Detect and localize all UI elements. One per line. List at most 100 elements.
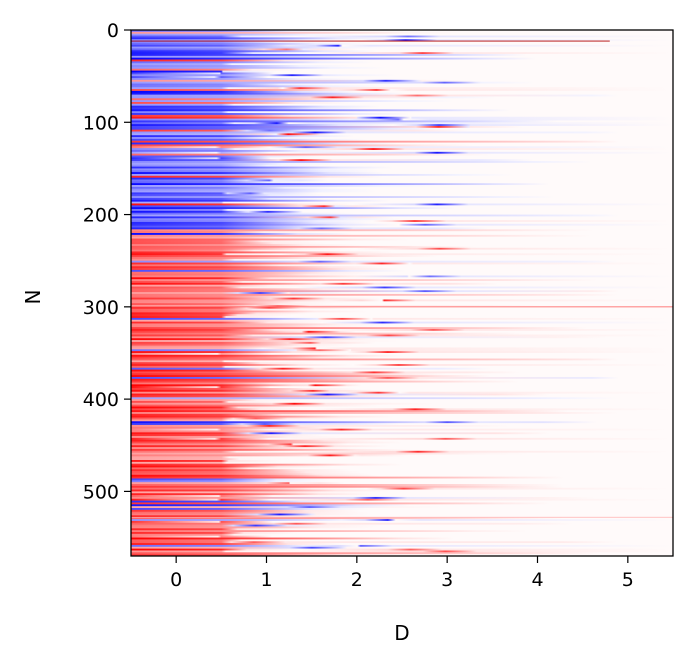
heatmap-row — [131, 450, 673, 454]
heatmap-row — [131, 135, 673, 138]
heatmap-row — [131, 68, 673, 72]
x-tick-label: 0 — [170, 569, 182, 591]
heatmap-row — [131, 439, 673, 442]
heatmap-row — [131, 358, 673, 361]
heatmap-row — [131, 364, 673, 367]
heatmap-row — [131, 345, 673, 348]
heatmap-row — [131, 419, 673, 422]
heatmap-row — [131, 253, 673, 256]
heatmap-row — [131, 513, 673, 516]
heatmap-row — [131, 144, 673, 147]
heatmap-row — [131, 103, 673, 107]
heatmap-row — [131, 92, 673, 95]
heatmap-row — [131, 245, 673, 249]
heatmap-row — [131, 44, 673, 48]
heatmap-row — [131, 125, 673, 129]
heatmap-row — [131, 517, 673, 520]
heatmap-row — [131, 247, 673, 251]
heatmap-row — [131, 305, 673, 308]
heatmap-row — [131, 509, 673, 513]
heatmap-row — [131, 310, 673, 313]
heatmap-row — [131, 550, 673, 553]
x-tick-label: 5 — [622, 569, 634, 591]
heatmap-row — [131, 33, 673, 36]
heatmap-row — [131, 257, 673, 260]
heatmap-row — [131, 149, 673, 153]
x-tick-label: 4 — [531, 569, 543, 591]
heatmap-row — [131, 393, 673, 396]
heatmap-row — [131, 186, 673, 190]
heatmap-row — [131, 179, 673, 182]
heatmap-row — [131, 413, 673, 417]
heatmap-row — [131, 185, 673, 188]
heatmap-row — [131, 288, 673, 291]
heatmap-row — [131, 157, 673, 160]
heatmap-row — [131, 472, 673, 476]
heatmap-row — [131, 441, 673, 444]
heatmap-row — [131, 188, 673, 191]
heatmap-row — [131, 273, 673, 276]
heatmap-row — [131, 378, 673, 382]
heatmap-row — [131, 323, 673, 326]
heatmap-row — [131, 279, 673, 282]
heatmap-row — [131, 266, 673, 269]
heatmap-row — [131, 96, 673, 99]
heatmap-row — [131, 341, 673, 345]
heatmap-row — [131, 233, 673, 236]
x-tick-label: 2 — [351, 569, 363, 591]
heatmap-row — [131, 114, 673, 118]
heatmap-row — [131, 164, 673, 167]
heatmap-row — [131, 61, 673, 64]
heatmap-row — [131, 221, 673, 225]
heatmap-row — [131, 478, 673, 481]
heatmap-row — [131, 255, 673, 258]
heatmap-row — [131, 426, 673, 430]
heatmap-row — [131, 238, 673, 241]
heatmap-row — [131, 306, 673, 310]
heatmap-row — [131, 445, 673, 448]
heatmap-row — [131, 293, 673, 297]
heatmap-row — [131, 367, 673, 370]
heatmap-row — [131, 116, 673, 119]
heatmap-row — [131, 456, 673, 459]
heatmap-row — [131, 50, 673, 53]
heatmap-row — [131, 39, 673, 42]
heatmap-row — [131, 423, 673, 426]
heatmap-row — [131, 301, 673, 304]
heatmap-row — [131, 161, 673, 164]
heatmap-row — [131, 234, 673, 238]
heatmap-row — [131, 220, 673, 223]
heatmap-row — [131, 52, 673, 55]
heatmap-row — [131, 519, 673, 522]
heatmap-row — [131, 508, 673, 511]
heatmap-row — [131, 511, 673, 514]
heatmap-row — [131, 515, 673, 518]
heatmap-row — [131, 491, 673, 494]
y-tick-label: 100 — [83, 112, 119, 134]
heatmap-row — [131, 229, 673, 232]
heatmap-row — [131, 397, 673, 400]
heatmap-row — [131, 454, 673, 457]
heatmap-row — [131, 192, 673, 195]
heatmap-row — [131, 343, 673, 346]
heatmap-row — [131, 496, 673, 500]
heatmap-row — [131, 297, 673, 300]
heatmap-row — [131, 173, 673, 177]
heatmap-row — [131, 212, 673, 215]
heatmap-row — [131, 251, 673, 254]
heatmap-row — [131, 548, 673, 551]
heatmap-row — [131, 495, 673, 498]
heatmap-row — [131, 395, 673, 398]
heatmap-row — [131, 410, 673, 413]
heatmap-row — [131, 90, 673, 94]
heatmap-row — [131, 57, 673, 60]
heatmap-row — [131, 467, 673, 470]
heatmap-row — [131, 170, 673, 173]
heatmap-row — [131, 35, 673, 38]
heatmap-row — [131, 65, 673, 68]
heatmap-row — [131, 541, 673, 544]
heatmap-row — [131, 53, 673, 57]
heatmap-row — [131, 308, 673, 311]
heatmap-row — [131, 30, 673, 33]
heatmap-row — [131, 400, 673, 404]
